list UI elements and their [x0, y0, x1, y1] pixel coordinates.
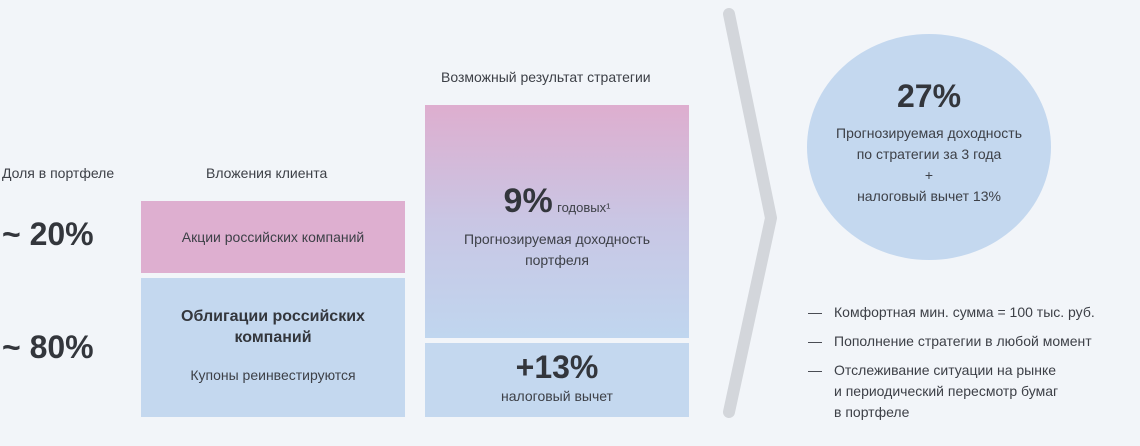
yield-description: Прогнозируемая доходность портфеля: [445, 229, 669, 271]
stocks-block: Акции российских компаний: [141, 201, 405, 273]
bonds-title: Облигации российских компаний: [141, 306, 405, 348]
list-item-text: Комфортная мин. сумма = 100 тыс. руб.: [834, 304, 1095, 320]
bonds-title-line2: компаний: [234, 329, 312, 346]
bonds-subtitle: Купоны реинвестируются: [190, 367, 356, 383]
share-bonds-value: ~ 80%: [2, 329, 94, 365]
share-header: Доля в портфеле: [2, 165, 115, 181]
share-stocks-value: ~ 20%: [2, 216, 94, 252]
tax-deduction-value: +13%: [515, 349, 599, 385]
stocks-label: Акции российских компаний: [181, 229, 365, 245]
dash-icon: —: [808, 333, 822, 349]
result-circle: 27% Прогнозируемая доходность по стратег…: [807, 34, 1051, 260]
list-item-text-line3: в портфеле: [834, 404, 910, 420]
benefits-list: — Комфортная мин. сумма = 100 тыс. руб. …: [808, 302, 1138, 431]
yield-value: 9%: [503, 182, 553, 220]
dash-icon: —: [808, 362, 822, 378]
chevron-right-icon: [723, 8, 777, 418]
yield-desc-line2: портфеля: [525, 252, 589, 268]
dash-icon: —: [808, 304, 822, 320]
yield-suffix: годовых¹: [557, 200, 611, 215]
list-item-text-line2: и периодический пересмотр бумаг: [834, 383, 1059, 399]
yield-desc-line1: Прогнозируемая доходность: [464, 231, 650, 247]
bonds-block: Облигации российских компаний Купоны реи…: [141, 278, 405, 417]
tax-deduction-label: налоговый вычет: [501, 388, 613, 404]
client-investments-header: Вложения клиента: [206, 165, 328, 181]
yield-block: 9% годовых¹ Прогнозируемая доходность по…: [425, 105, 689, 338]
yield-value-row: 9% годовых¹: [425, 182, 689, 221]
list-item-text: Пополнение стратегии в любой момент: [834, 333, 1092, 349]
tax-deduction-block: +13% налоговый вычет: [425, 343, 689, 417]
list-item-text-line1: Отслеживание ситуации на рынке: [834, 362, 1057, 378]
result-line4: налоговый вычет 13%: [857, 188, 1001, 204]
list-item: — Пополнение стратегии в любой момент: [808, 331, 1138, 352]
strategy-result-header: Возможный результат стратегии: [441, 69, 651, 85]
result-description: Прогнозируемая доходность по стратегии з…: [817, 123, 1041, 207]
list-item: — Комфортная мин. сумма = 100 тыс. руб.: [808, 302, 1138, 323]
result-line2: по стратегии за 3 года: [856, 146, 1002, 162]
result-line1: Прогнозируемая доходность: [836, 125, 1022, 141]
result-value: 27%: [896, 78, 962, 114]
result-line3: +: [924, 167, 934, 183]
list-item: — Отслеживание ситуации на рынке и перио…: [808, 360, 1138, 423]
bonds-title-line1: Облигации российских: [181, 308, 365, 325]
